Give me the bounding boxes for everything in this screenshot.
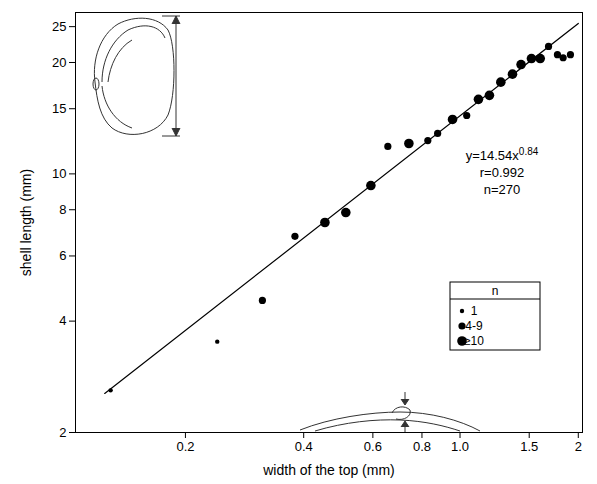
svg-text:1.0: 1.0 bbox=[451, 439, 469, 454]
svg-text:4: 4 bbox=[59, 313, 66, 328]
svg-text:≥10: ≥10 bbox=[464, 334, 484, 348]
svg-text:0.8: 0.8 bbox=[413, 439, 431, 454]
svg-text:1: 1 bbox=[471, 304, 478, 318]
svg-text:width of the top (mm): width of the top (mm) bbox=[262, 462, 395, 478]
svg-text:0.6: 0.6 bbox=[364, 439, 382, 454]
svg-text:n: n bbox=[492, 284, 499, 298]
svg-text:y=14.54x0.84: y=14.54x0.84 bbox=[466, 146, 539, 163]
svg-text:4-9: 4-9 bbox=[465, 319, 483, 333]
svg-text:shell length (mm): shell length (mm) bbox=[18, 169, 34, 276]
svg-text:8: 8 bbox=[59, 202, 66, 217]
svg-text:20: 20 bbox=[52, 55, 66, 70]
svg-text:r=0.992: r=0.992 bbox=[480, 165, 524, 180]
svg-text:15: 15 bbox=[52, 101, 66, 116]
svg-text:0.2: 0.2 bbox=[176, 439, 194, 454]
svg-text:n=270: n=270 bbox=[484, 182, 521, 197]
svg-text:10: 10 bbox=[52, 166, 66, 181]
svg-text:2: 2 bbox=[575, 439, 582, 454]
svg-text:0.4: 0.4 bbox=[295, 439, 313, 454]
svg-text:2: 2 bbox=[59, 425, 66, 440]
svg-text:1.5: 1.5 bbox=[520, 439, 538, 454]
svg-text:25: 25 bbox=[52, 19, 66, 34]
svg-text:6: 6 bbox=[59, 248, 66, 263]
